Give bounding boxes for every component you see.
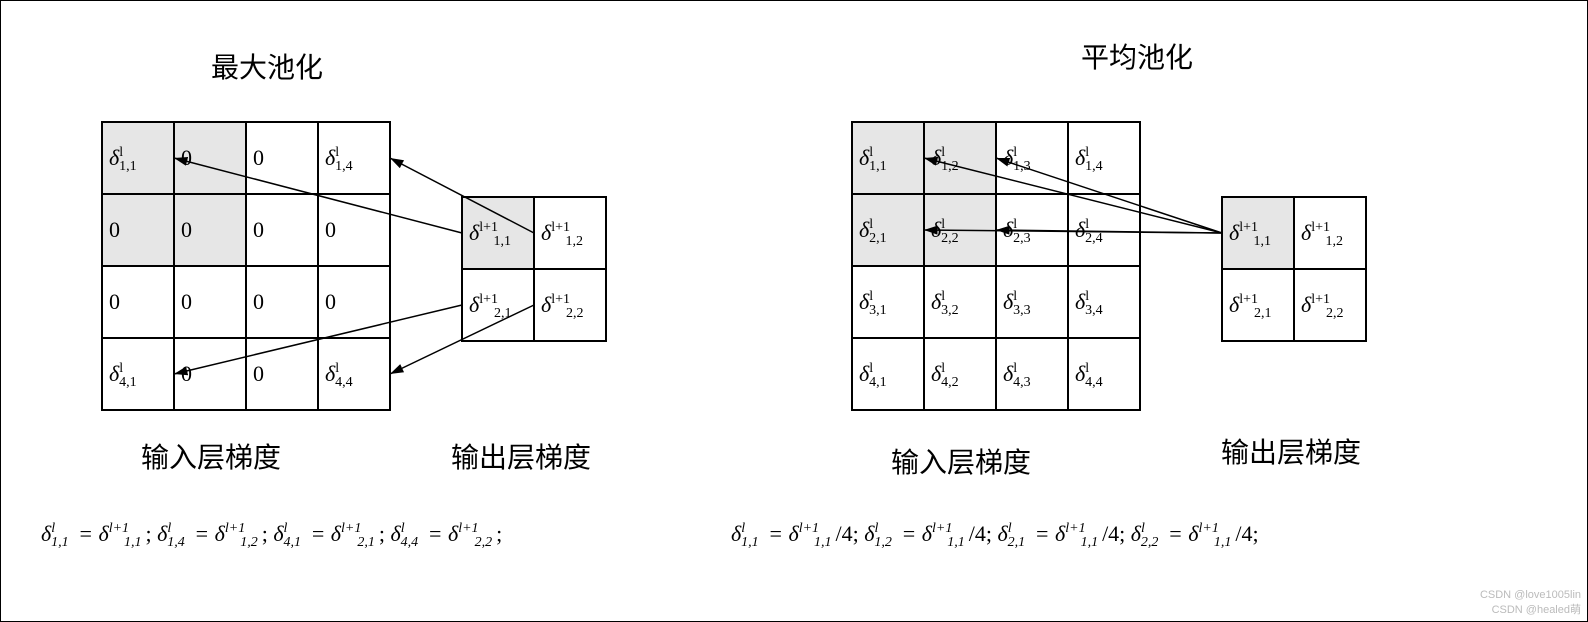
grid-cell: δl2,4 — [1068, 194, 1140, 266]
right-output-caption: 输出层梯度 — [1221, 431, 1361, 471]
right-output-grid: δl+11,1δl+11,2δl+12,1δl+12,2 — [1221, 196, 1367, 342]
grid-cell: 0 — [318, 266, 390, 338]
grid-cell: δl+11,2 — [534, 197, 606, 269]
left-output-grid: δl+11,1δl+11,2δl+12,1δl+12,2 — [461, 196, 607, 342]
left-output-caption: 输出层梯度 — [451, 436, 591, 476]
grid-cell: δl3,2 — [924, 266, 996, 338]
grid-cell: 0 — [246, 122, 318, 194]
grid-cell: δl+12,1 — [1222, 269, 1294, 341]
grid-cell: 0 — [174, 122, 246, 194]
grid-cell: δl4,1 — [102, 338, 174, 410]
grid-cell: 0 — [102, 194, 174, 266]
grid-cell: δl3,3 — [996, 266, 1068, 338]
grid-cell: 0 — [246, 194, 318, 266]
right-panel: 平均池化 δl1,1δl1,2δl1,3δl1,4 δl2,1δl2,2δl2,3… — [791, 1, 1561, 621]
grid-cell: δl4,3 — [996, 338, 1068, 410]
left-input-caption: 输入层梯度 — [141, 436, 281, 476]
grid-cell: δl2,1 — [852, 194, 924, 266]
grid-cell: 0 — [246, 266, 318, 338]
grid-cell: δl1,1 — [102, 122, 174, 194]
grid-cell: δl+12,2 — [534, 269, 606, 341]
right-input-caption: 输入层梯度 — [891, 441, 1031, 481]
grid-cell: δl1,4 — [1068, 122, 1140, 194]
right-formula: δl1,1 = δl+11,1/4; δl1,2 = δl+11,1/4; δl… — [731, 521, 1259, 547]
grid-cell: δl+12,1 — [462, 269, 534, 341]
grid-cell: δl2,2 — [924, 194, 996, 266]
page: 最大池化 δl1,100δl1,400000000δl4,100δl4,4 δl… — [0, 0, 1588, 622]
grid-cell: δl3,1 — [852, 266, 924, 338]
right-title: 平均池化 — [1081, 36, 1193, 76]
left-formula: δl1,1 = δl+11,1; δl1,4 = δl+11,2; δl4,1 … — [41, 521, 502, 547]
grid-cell: δl1,4 — [318, 122, 390, 194]
grid-cell: δl1,1 — [852, 122, 924, 194]
grid-cell: δl4,4 — [318, 338, 390, 410]
grid-cell: δl4,2 — [924, 338, 996, 410]
grid-cell: 0 — [174, 338, 246, 410]
grid-cell: δl+11,2 — [1294, 197, 1366, 269]
grid-cell: δl4,1 — [852, 338, 924, 410]
grid-cell: δl3,4 — [1068, 266, 1140, 338]
watermark-1: CSDN @love1005lin — [1480, 589, 1581, 601]
grid-cell: δl+11,1 — [462, 197, 534, 269]
right-input-grid: δl1,1δl1,2δl1,3δl1,4 δl2,1δl2,2δl2,3δl2,4… — [851, 121, 1141, 411]
grid-cell: 0 — [318, 194, 390, 266]
grid-cell: 0 — [174, 194, 246, 266]
grid-cell: δl+12,2 — [1294, 269, 1366, 341]
left-input-grid: δl1,100δl1,400000000δl4,100δl4,4 — [101, 121, 391, 411]
grid-cell: δl1,2 — [924, 122, 996, 194]
grid-cell: 0 — [102, 266, 174, 338]
left-panel: 最大池化 δl1,100δl1,400000000δl4,100δl4,4 δl… — [31, 1, 801, 621]
grid-cell: δl+11,1 — [1222, 197, 1294, 269]
grid-cell: δl4,4 — [1068, 338, 1140, 410]
grid-cell: 0 — [174, 266, 246, 338]
watermark-2: CSDN @healed萌 — [1492, 601, 1581, 617]
left-title: 最大池化 — [211, 46, 323, 86]
grid-cell: δl1,3 — [996, 122, 1068, 194]
grid-cell: 0 — [246, 338, 318, 410]
grid-cell: δl2,3 — [996, 194, 1068, 266]
